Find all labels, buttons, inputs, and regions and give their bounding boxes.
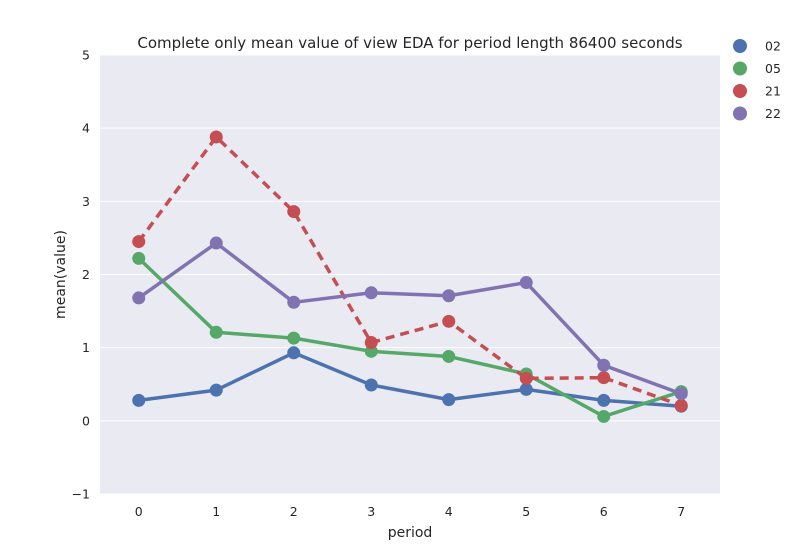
legend-label: 02 [765, 39, 781, 54]
x-tick-label: 0 [135, 504, 143, 519]
legend-marker [733, 84, 747, 98]
y-tick-label: 1 [82, 340, 90, 355]
data-point [132, 235, 146, 249]
data-point [519, 276, 533, 290]
legend-item-22: 22 [733, 106, 781, 121]
data-point [597, 371, 611, 385]
data-point [597, 409, 611, 423]
data-point [287, 331, 301, 345]
y-tick-label: 4 [82, 121, 90, 136]
series-22 [132, 236, 688, 401]
x-tick-label: 1 [212, 504, 220, 519]
data-point [597, 358, 611, 372]
data-point [442, 349, 456, 363]
data-point [674, 387, 688, 401]
x-axis: 0 1 2 3 4 5 6 7 [135, 504, 685, 519]
legend-item-21: 21 [733, 84, 781, 99]
series-line [138, 351, 682, 408]
x-tick-label: 6 [600, 504, 608, 519]
series-21 [132, 130, 688, 412]
y-tick-label: −1 [72, 487, 90, 502]
data-point [442, 289, 456, 303]
data-point [209, 325, 223, 339]
legend-item-05: 05 [733, 61, 781, 76]
y-tick-label: 0 [82, 413, 90, 428]
data-point [209, 383, 223, 397]
legend-label: 22 [765, 106, 781, 121]
data-point [519, 382, 533, 396]
data-point [364, 286, 378, 300]
data-point [132, 393, 146, 407]
data-point [209, 130, 223, 144]
legend-item-02: 02 [733, 39, 781, 54]
data-point [597, 393, 611, 407]
legend-marker [733, 39, 747, 53]
data-point [519, 371, 533, 385]
x-tick-label: 7 [677, 504, 685, 519]
x-tick-label: 5 [522, 504, 530, 519]
data-point [364, 378, 378, 392]
x-tick-label: 2 [290, 504, 298, 519]
data-point [287, 205, 301, 219]
data-point [674, 398, 688, 412]
legend-marker [733, 106, 747, 121]
data-point [287, 346, 301, 360]
data-point [132, 291, 146, 305]
data-point [209, 236, 223, 250]
series-line [137, 135, 682, 408]
data-point [287, 295, 301, 309]
legend: 02 05 21 22 [733, 39, 781, 121]
data-point [132, 251, 146, 265]
legend-marker [733, 61, 747, 76]
x-tick-label: 4 [445, 504, 453, 519]
y-tick-label: 3 [82, 194, 90, 209]
y-axis: −1 0 1 2 3 4 5 [72, 48, 90, 502]
data-point [442, 314, 456, 328]
y-axis-label: mean(value) [53, 230, 69, 319]
data-point [364, 336, 378, 350]
data-point [442, 393, 456, 407]
x-tick-label: 3 [367, 504, 375, 519]
legend-label: 21 [765, 84, 781, 99]
y-tick-label: 2 [82, 267, 90, 282]
series-line [137, 257, 682, 419]
series-line [137, 241, 682, 396]
series-group [132, 130, 688, 423]
y-tick-label: 5 [82, 48, 90, 63]
legend-label: 05 [765, 61, 781, 76]
gridlines [100, 54, 720, 495]
chart-title: Complete only mean value of view EDA for… [137, 34, 682, 52]
x-axis-label: period [388, 525, 433, 541]
